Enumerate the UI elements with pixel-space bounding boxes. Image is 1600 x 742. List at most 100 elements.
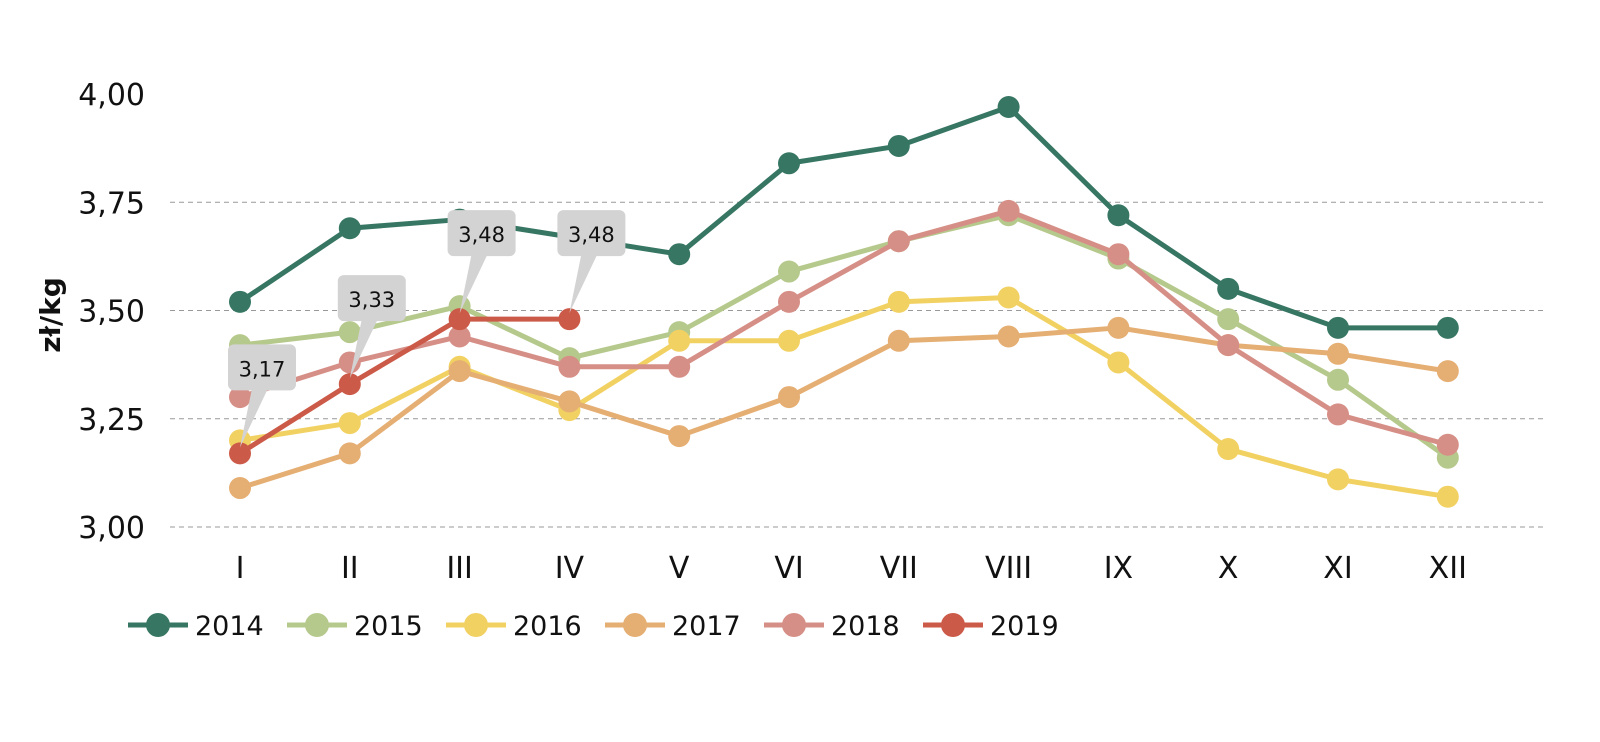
y-tick-label: 3,50: [78, 295, 145, 330]
x-tick-label: IV: [555, 551, 585, 586]
legend-marker: [464, 613, 488, 637]
data-point[interactable]: [997, 286, 1020, 309]
x-tick-label: XI: [1323, 551, 1352, 586]
data-point[interactable]: [997, 199, 1020, 222]
data-point[interactable]: [887, 290, 910, 313]
data-point[interactable]: [448, 325, 471, 348]
data-point[interactable]: [1327, 403, 1349, 426]
data-point[interactable]: [1436, 433, 1459, 456]
data-point[interactable]: [338, 373, 361, 396]
data-point[interactable]: [1436, 316, 1459, 339]
y-tick-label: 3,25: [78, 403, 145, 438]
legend-label: 2017: [672, 611, 741, 642]
x-tick-label: I: [236, 551, 245, 586]
data-point[interactable]: [1217, 308, 1240, 331]
data-point[interactable]: [558, 308, 581, 331]
data-point[interactable]: [668, 425, 691, 448]
legend-label: 2014: [195, 611, 264, 642]
y-axis-label: zł/kg: [34, 277, 67, 353]
data-label: 3,33: [348, 288, 395, 312]
data-point[interactable]: [778, 260, 800, 283]
data-point[interactable]: [668, 329, 691, 352]
data-point[interactable]: [1217, 438, 1240, 461]
data-point[interactable]: [558, 355, 581, 378]
data-label: 3,48: [458, 223, 505, 247]
legend-marker: [623, 613, 647, 637]
data-point[interactable]: [1107, 316, 1130, 339]
data-point[interactable]: [338, 442, 361, 465]
x-tick-label: IX: [1104, 551, 1133, 586]
data-point[interactable]: [229, 386, 251, 409]
data-label-callout: 3,33: [337, 275, 406, 379]
data-point[interactable]: [1327, 316, 1349, 339]
data-point[interactable]: [229, 477, 251, 500]
series-line: [239, 208, 1449, 448]
legend-item-2019[interactable]: 2019: [923, 611, 1059, 642]
data-point[interactable]: [997, 95, 1020, 118]
legend-marker: [146, 613, 170, 637]
data-point[interactable]: [558, 390, 581, 413]
data-label-callout: 3,17: [228, 344, 296, 448]
legend-item-2014[interactable]: 2014: [128, 611, 264, 642]
legend-label: 2016: [513, 611, 582, 642]
legend-marker: [782, 613, 806, 637]
data-point[interactable]: [887, 230, 910, 253]
legend-item-2016[interactable]: 2016: [446, 611, 582, 642]
series-2017: [229, 316, 1459, 500]
series-line: [239, 325, 1449, 491]
data-point[interactable]: [1107, 204, 1130, 227]
data-point[interactable]: [338, 412, 361, 435]
data-point[interactable]: [887, 134, 910, 157]
data-point[interactable]: [997, 325, 1020, 348]
series-2015: [229, 204, 1459, 469]
x-tick-label: III: [446, 551, 473, 586]
data-point[interactable]: [229, 290, 251, 313]
data-point[interactable]: [1327, 342, 1349, 365]
series-2018: [229, 199, 1459, 456]
data-point[interactable]: [778, 386, 800, 409]
data-point[interactable]: [229, 442, 251, 465]
series-line: [239, 295, 1449, 500]
legend-marker: [305, 613, 329, 637]
x-tick-label: V: [669, 551, 690, 586]
data-point[interactable]: [778, 152, 800, 175]
legend-marker: [941, 613, 965, 637]
legend-label: 2015: [354, 611, 423, 642]
data-point[interactable]: [668, 355, 691, 378]
x-tick-label: XII: [1429, 551, 1467, 586]
x-tick-label: VI: [774, 551, 803, 586]
legend-item-2017[interactable]: 2017: [605, 611, 741, 642]
data-point[interactable]: [448, 360, 471, 383]
legend-item-2018[interactable]: 2018: [764, 611, 900, 642]
data-point[interactable]: [338, 217, 361, 240]
y-tick-label: 3,00: [78, 511, 145, 546]
x-tick-label: X: [1218, 551, 1239, 586]
data-label: 3,48: [568, 223, 615, 247]
data-point[interactable]: [448, 308, 471, 331]
data-point[interactable]: [668, 243, 691, 266]
data-label-callout: 3,48: [447, 210, 516, 314]
data-point[interactable]: [1327, 368, 1349, 391]
data-point[interactable]: [887, 329, 910, 352]
data-point[interactable]: [1217, 334, 1240, 357]
data-point[interactable]: [1107, 351, 1130, 374]
x-tick-label: VII: [880, 551, 918, 586]
series-2014: [229, 95, 1459, 339]
legend-item-2015[interactable]: 2015: [287, 611, 423, 642]
data-point[interactable]: [778, 329, 800, 352]
legend-label: 2019: [990, 611, 1059, 642]
data-point[interactable]: [1436, 360, 1459, 383]
data-point[interactable]: [338, 321, 361, 344]
data-point[interactable]: [1107, 243, 1130, 266]
y-tick-label: 3,75: [78, 186, 145, 221]
data-point[interactable]: [1217, 277, 1240, 300]
series-line: [238, 316, 570, 456]
data-point[interactable]: [1327, 468, 1349, 491]
series-2019: [229, 308, 581, 465]
data-point[interactable]: [1436, 485, 1459, 508]
data-point[interactable]: [778, 290, 800, 313]
data-label: 3,17: [239, 357, 286, 381]
series-line: [238, 104, 1448, 331]
data-label-callout: 3,48: [557, 210, 626, 314]
